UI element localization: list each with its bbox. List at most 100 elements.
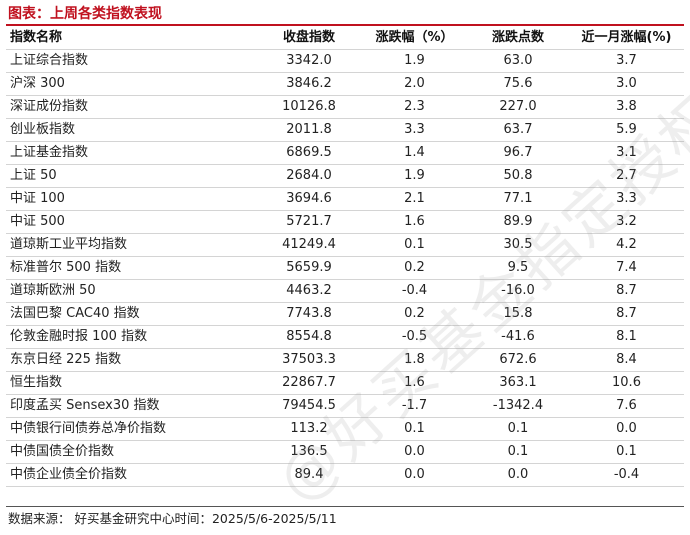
- index-name-cell: 法国巴黎 CAC40 指数: [6, 302, 256, 327]
- change-pct-cell: 2.1: [362, 187, 467, 212]
- month-change-cell: 8.4: [569, 348, 684, 373]
- close-cell: 136.5: [256, 440, 362, 465]
- table-row: 中证 100 3694.6 2.1 77.1 3.3: [6, 187, 684, 212]
- month-change-cell: 0.0: [569, 417, 684, 442]
- change-pct-cell: 1.8: [362, 348, 467, 373]
- table-row: 道琼斯工业平均指数 41249.4 0.1 30.5 4.2: [6, 233, 684, 258]
- close-cell: 3342.0: [256, 49, 362, 74]
- change-points-cell: 227.0: [467, 95, 569, 120]
- change-pct-cell: 0.2: [362, 256, 467, 281]
- table-row: 创业板指数 2011.8 3.3 63.7 5.9: [6, 118, 684, 143]
- column-header-change-points: 涨跌点数: [467, 27, 569, 51]
- month-change-cell: 8.1: [569, 325, 684, 350]
- month-change-cell: 5.9: [569, 118, 684, 143]
- close-cell: 7743.8: [256, 302, 362, 327]
- change-points-cell: 0.1: [467, 440, 569, 465]
- table-row: 沪深 300 3846.2 2.0 75.6 3.0: [6, 72, 684, 97]
- close-cell: 4463.2: [256, 279, 362, 304]
- index-name-cell: 中债企业债全价指数: [6, 463, 256, 488]
- change-pct-cell: 0.1: [362, 233, 467, 258]
- close-cell: 2011.8: [256, 118, 362, 143]
- change-points-cell: -1342.4: [467, 394, 569, 419]
- change-points-cell: 15.8: [467, 302, 569, 327]
- table-row: 上证基金指数 6869.5 1.4 96.7 3.1: [6, 141, 684, 166]
- index-name-cell: 上证综合指数: [6, 49, 256, 74]
- index-name-cell: 道琼斯欧洲 50: [6, 279, 256, 304]
- index-name-cell: 上证 50: [6, 164, 256, 189]
- change-pct-cell: -0.4: [362, 279, 467, 304]
- close-cell: 2684.0: [256, 164, 362, 189]
- month-change-cell: 3.3: [569, 187, 684, 212]
- close-cell: 10126.8: [256, 95, 362, 120]
- table-row: 伦敦金融时报 100 指数 8554.8 -0.5 -41.6 8.1: [6, 325, 684, 350]
- change-pct-cell: 0.2: [362, 302, 467, 327]
- table-row: 中证 500 5721.7 1.6 89.9 3.2: [6, 210, 684, 235]
- table-row: 上证综合指数 3342.0 1.9 63.0 3.7: [6, 49, 684, 74]
- table-row: 上证 50 2684.0 1.9 50.8 2.7: [6, 164, 684, 189]
- change-points-cell: 96.7: [467, 141, 569, 166]
- change-points-cell: 672.6: [467, 348, 569, 373]
- change-pct-cell: 2.0: [362, 72, 467, 97]
- change-pct-cell: -0.5: [362, 325, 467, 350]
- table-row: 道琼斯欧洲 50 4463.2 -0.4 -16.0 8.7: [6, 279, 684, 304]
- title-bar: 图表：上周各类指数表现: [6, 4, 684, 26]
- month-change-cell: 3.7: [569, 49, 684, 74]
- month-change-cell: 3.8: [569, 95, 684, 120]
- index-performance-table: 指数名称 收盘指数 涨跌幅（%） 涨跌点数 近一月涨幅(%) 上证综合指数 334…: [6, 27, 684, 488]
- close-cell: 8554.8: [256, 325, 362, 350]
- change-pct-cell: 3.3: [362, 118, 467, 143]
- index-name-cell: 印度孟买 Sensex30 指数: [6, 394, 256, 419]
- change-points-cell: 75.6: [467, 72, 569, 97]
- month-change-cell: 7.6: [569, 394, 684, 419]
- month-change-cell: 10.6: [569, 371, 684, 396]
- index-name-cell: 沪深 300: [6, 72, 256, 97]
- change-points-cell: 77.1: [467, 187, 569, 212]
- table-row: 恒生指数 22867.7 1.6 363.1 10.6: [6, 371, 684, 396]
- close-cell: 6869.5: [256, 141, 362, 166]
- close-cell: 37503.3: [256, 348, 362, 373]
- change-pct-cell: 1.4: [362, 141, 467, 166]
- table-row: 中债银行间债券总净价指数 113.2 0.1 0.1 0.0: [6, 417, 684, 442]
- close-cell: 89.4: [256, 463, 362, 488]
- change-pct-cell: 1.6: [362, 371, 467, 396]
- change-pct-cell: 1.6: [362, 210, 467, 235]
- table-bottom-rule: [6, 506, 684, 507]
- data-source-note: 数据来源： 好买基金研究中心时间：2025/5/6-2025/5/11: [8, 511, 337, 526]
- change-points-cell: -16.0: [467, 279, 569, 304]
- close-cell: 5659.9: [256, 256, 362, 281]
- index-name-cell: 标准普尔 500 指数: [6, 256, 256, 281]
- month-change-cell: 3.1: [569, 141, 684, 166]
- column-header-month-change: 近一月涨幅(%): [569, 27, 684, 51]
- month-change-cell: 3.2: [569, 210, 684, 235]
- month-change-cell: -0.4: [569, 463, 684, 488]
- index-name-cell: 伦敦金融时报 100 指数: [6, 325, 256, 350]
- change-points-cell: 363.1: [467, 371, 569, 396]
- change-pct-cell: 1.9: [362, 164, 467, 189]
- change-points-cell: -41.6: [467, 325, 569, 350]
- index-name-cell: 上证基金指数: [6, 141, 256, 166]
- change-points-cell: 30.5: [467, 233, 569, 258]
- table-row: 中债企业债全价指数 89.4 0.0 0.0 -0.4: [6, 463, 684, 488]
- index-name-cell: 中债银行间债券总净价指数: [6, 417, 256, 442]
- table-row: 东京日经 225 指数 37503.3 1.8 672.6 8.4: [6, 348, 684, 373]
- change-points-cell: 9.5: [467, 256, 569, 281]
- index-name-cell: 创业板指数: [6, 118, 256, 143]
- index-name-cell: 深证成份指数: [6, 95, 256, 120]
- change-pct-cell: -1.7: [362, 394, 467, 419]
- month-change-cell: 0.1: [569, 440, 684, 465]
- close-cell: 113.2: [256, 417, 362, 442]
- change-pct-cell: 0.1: [362, 417, 467, 442]
- index-name-cell: 恒生指数: [6, 371, 256, 396]
- change-pct-cell: 0.0: [362, 463, 467, 488]
- table-header-row: 指数名称 收盘指数 涨跌幅（%） 涨跌点数 近一月涨幅(%): [6, 27, 684, 51]
- table-row: 法国巴黎 CAC40 指数 7743.8 0.2 15.8 8.7: [6, 302, 684, 327]
- index-name-cell: 中证 100: [6, 187, 256, 212]
- index-name-cell: 中证 500: [6, 210, 256, 235]
- table-row: 印度孟买 Sensex30 指数 79454.5 -1.7 -1342.4 7.6: [6, 394, 684, 419]
- change-pct-cell: 2.3: [362, 95, 467, 120]
- month-change-cell: 2.7: [569, 164, 684, 189]
- close-cell: 79454.5: [256, 394, 362, 419]
- close-cell: 3846.2: [256, 72, 362, 97]
- change-points-cell: 89.9: [467, 210, 569, 235]
- chart-title: 图表：上周各类指数表现: [8, 6, 162, 22]
